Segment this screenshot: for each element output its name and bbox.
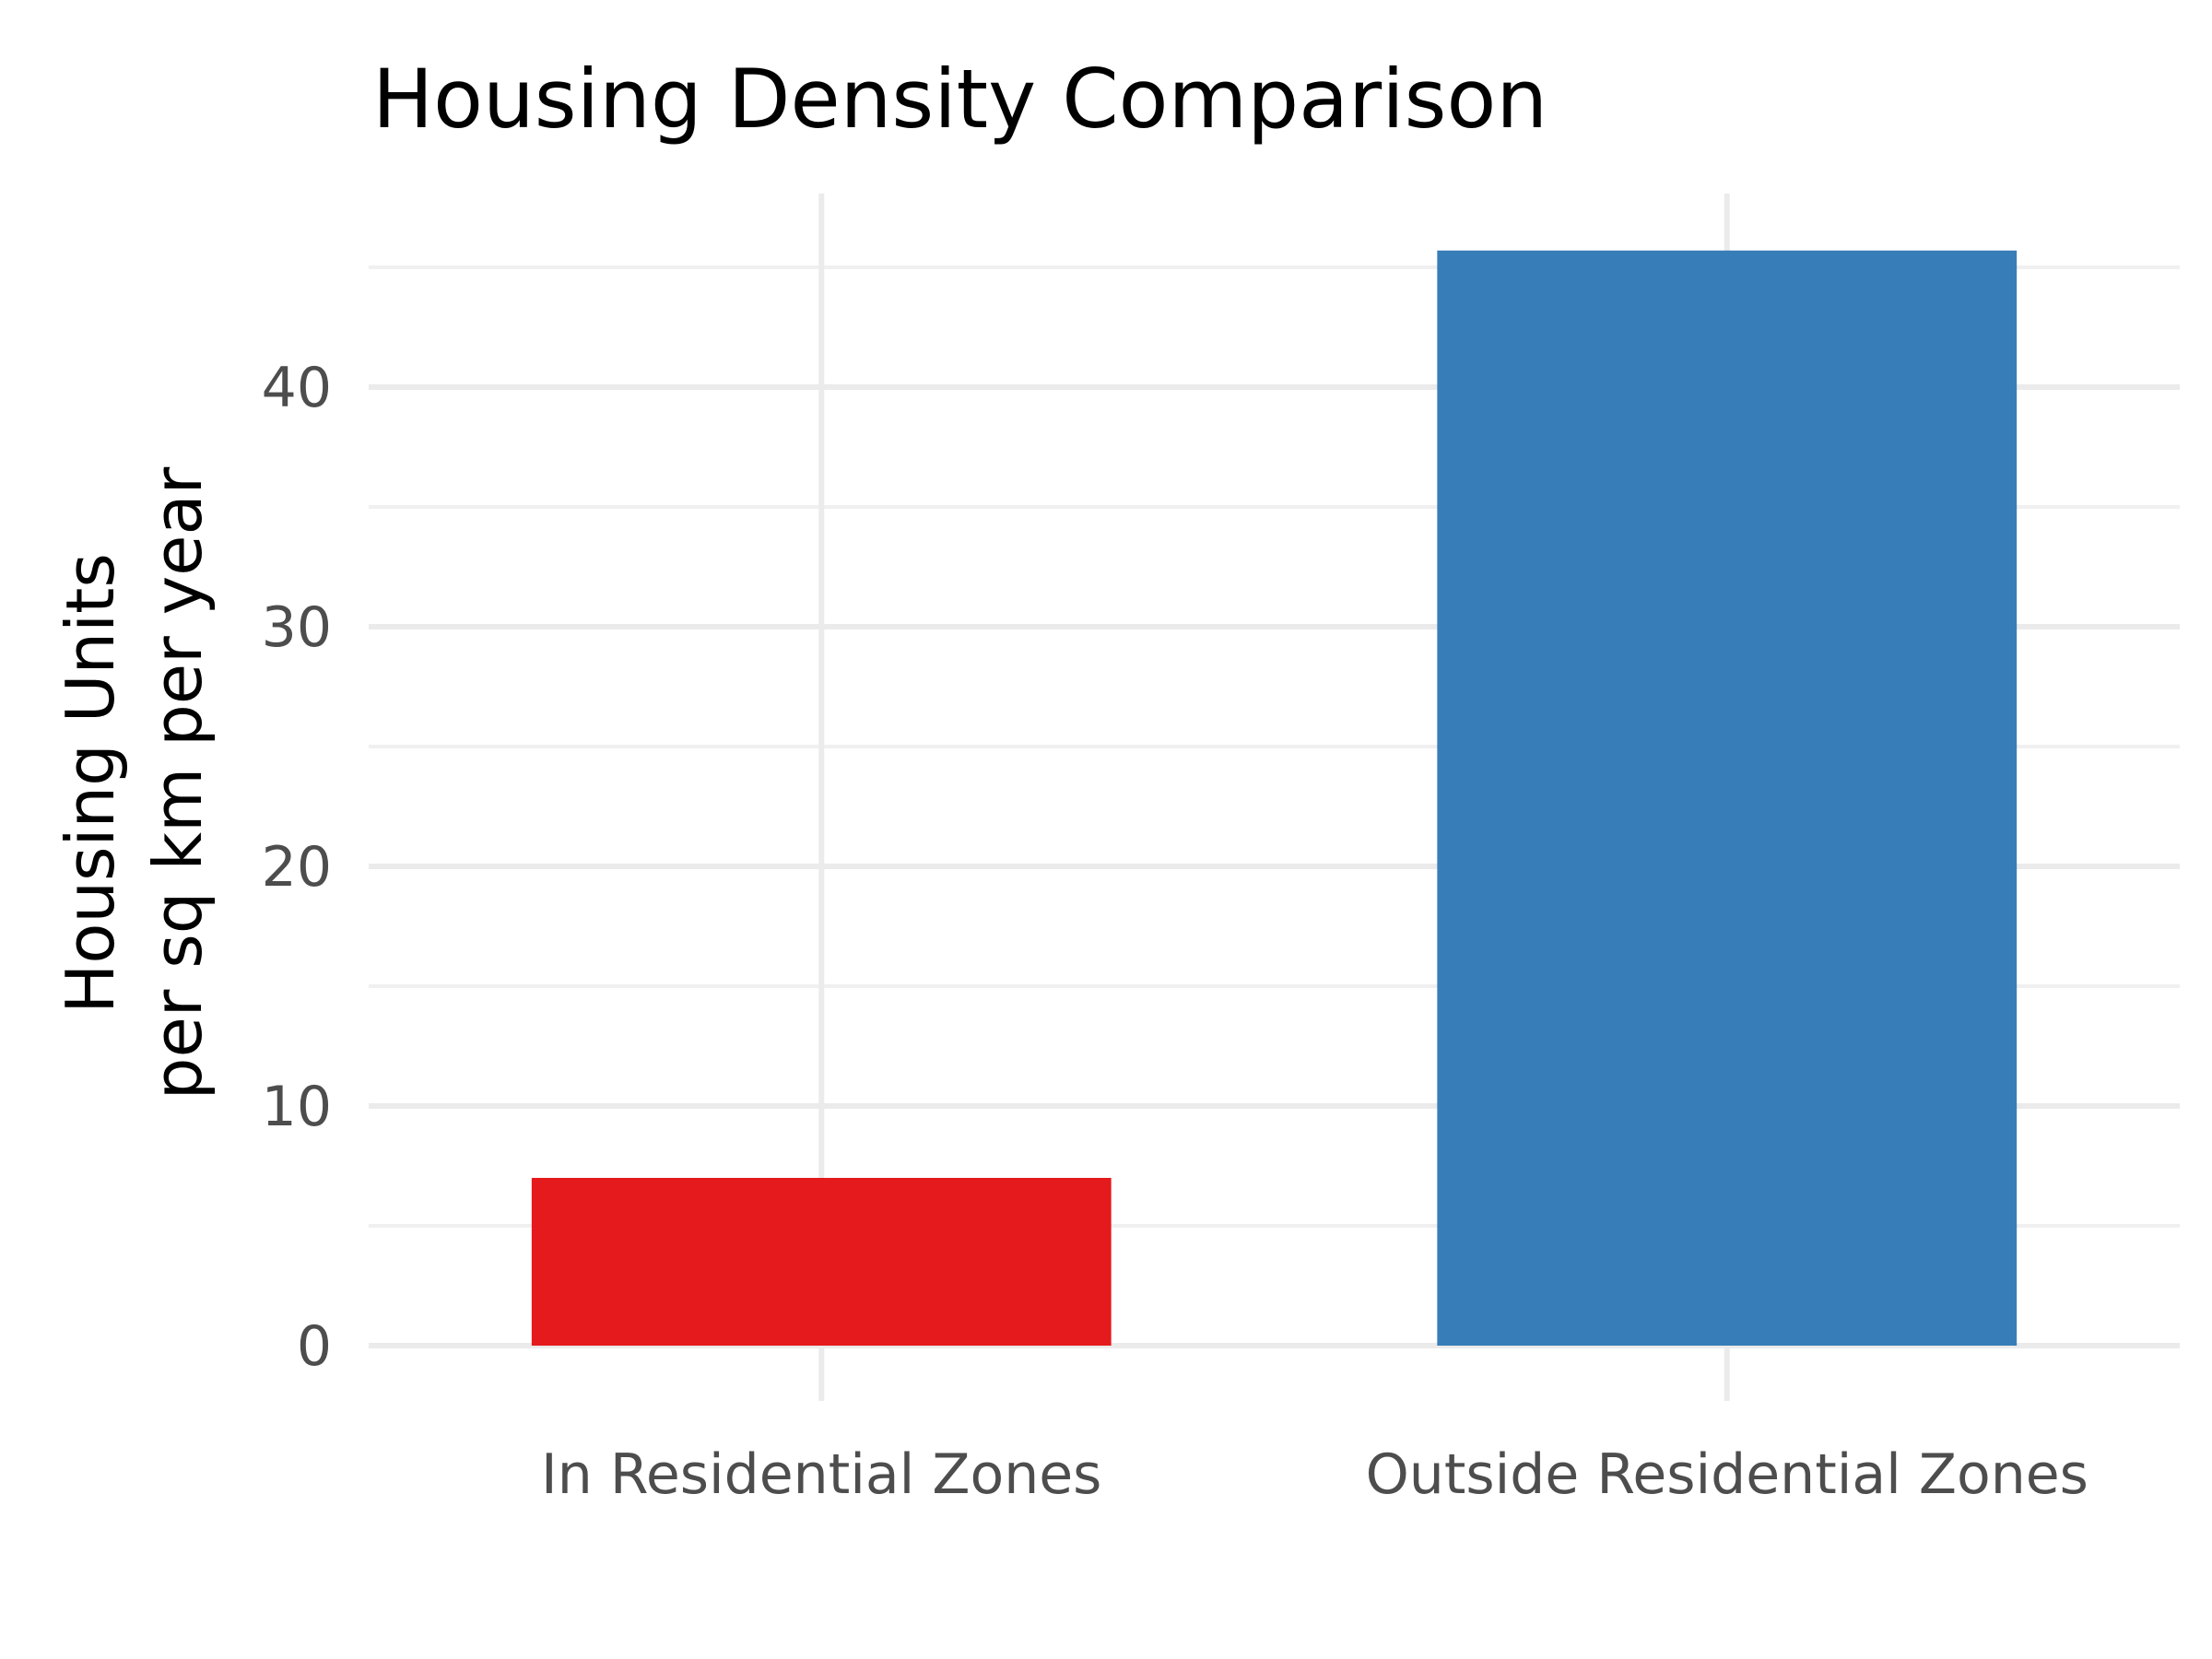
y-tick-label: 30	[262, 595, 332, 660]
bars-layer	[531, 250, 2018, 1346]
chart-title: Housing Density Comparison	[372, 52, 1547, 147]
y-axis-title-line-1: Housing Units	[52, 553, 129, 1014]
bar-in-residential	[531, 1178, 1112, 1346]
y-axis-title-line-2: per sq km per year	[139, 466, 217, 1100]
x-tick-labels: In Residential Zones Outside Residential …	[541, 1442, 2088, 1507]
x-tick-label: Outside Residential Zones	[1366, 1442, 2088, 1507]
y-axis-title: Housing Units per sq km per year	[52, 466, 217, 1100]
y-tick-label: 10	[262, 1075, 332, 1139]
x-tick-label: In Residential Zones	[541, 1442, 1101, 1507]
y-tick-labels: 0 10 20 30 40	[262, 356, 332, 1379]
y-tick-label: 0	[297, 1314, 332, 1379]
bar-outside-residential	[1437, 250, 2018, 1346]
y-tick-label: 20	[262, 835, 332, 900]
y-tick-label: 40	[262, 356, 332, 420]
